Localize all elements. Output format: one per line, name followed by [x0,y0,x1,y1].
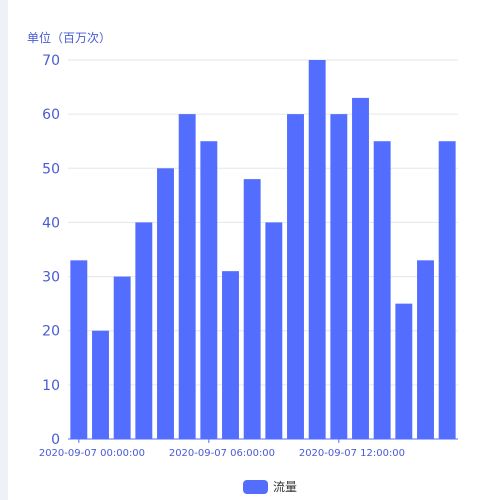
bar[interactable] [70,260,88,439]
bar[interactable] [330,114,348,440]
y-tick-label: 40 [42,215,60,231]
y-tick-label: 50 [42,161,60,177]
y-tick-label: 60 [42,107,60,123]
bar[interactable] [200,141,218,439]
bar[interactable] [222,271,239,439]
bar[interactable] [438,141,456,439]
x-axis-ticks: 2020-09-07 00:00:00 2020-09-07 06:00:00 20… [39,439,405,459]
grid-lines [68,59,458,386]
bar[interactable] [373,141,391,439]
bar[interactable] [417,260,434,439]
bar[interactable] [352,97,369,440]
bars [70,60,456,440]
legend-swatch[interactable] [243,480,268,494]
bar[interactable] [265,222,283,439]
bar[interactable] [135,222,153,439]
bar[interactable] [113,276,131,439]
bar[interactable] [92,330,109,439]
bar[interactable] [308,60,326,439]
bar[interactable] [287,114,304,440]
x-tick-label: 2020-09-07 12:00:00 [299,448,405,459]
legend[interactable]: 流量 [243,480,297,494]
bar[interactable] [395,303,413,439]
x-tick-label: 2020-09-07 00:00:00 [39,448,145,459]
legend-label-flow[interactable]: 流量 [273,480,297,494]
y-axis-unit-label: 单位（百万次） [27,30,111,45]
y-tick-label: 30 [42,270,60,286]
y-tick-label: 20 [42,324,60,340]
bar[interactable] [157,168,174,440]
bar[interactable] [243,179,261,439]
y-axis-ticks: 0 10 20 30 40 50 60 70 [42,53,60,448]
y-tick-label: 10 [42,378,60,394]
y-tick-label: 70 [42,53,60,69]
y-tick-label: 0 [51,432,60,448]
bar[interactable] [178,114,196,440]
x-tick-label: 2020-09-07 06:00:00 [169,448,275,459]
left-rail [0,0,8,500]
